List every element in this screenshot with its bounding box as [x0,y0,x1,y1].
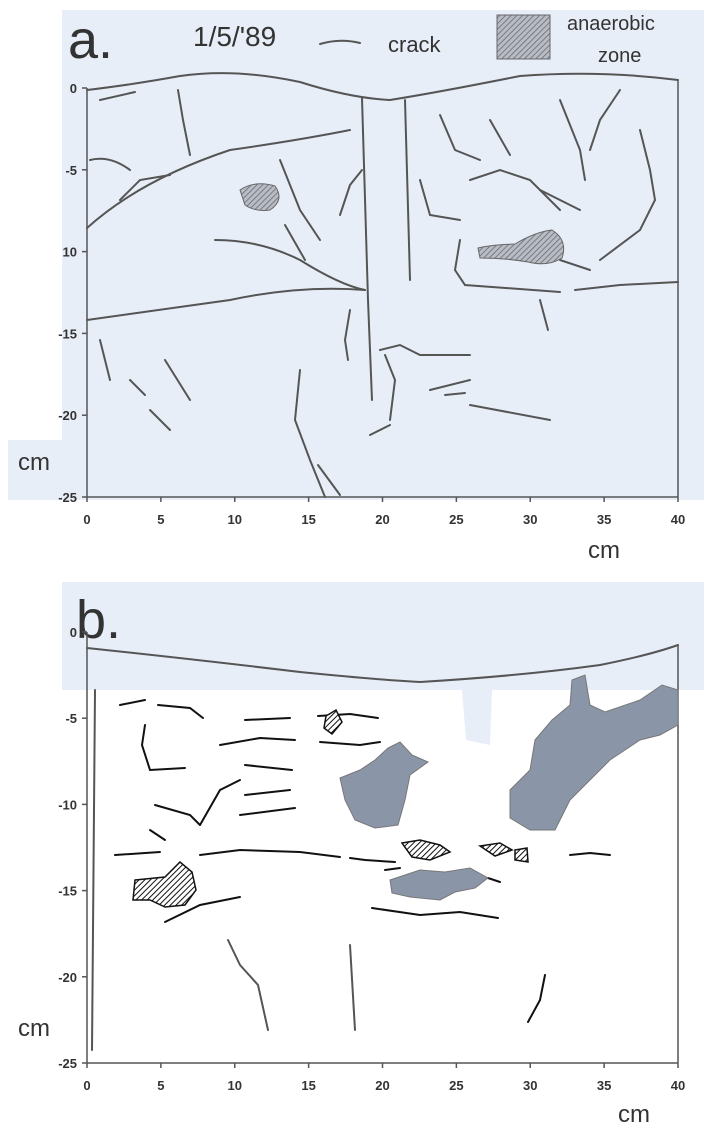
x-tick-label: 10 [228,512,242,527]
crack [120,700,145,705]
crack [245,790,290,795]
y-tick-label: -5 [65,711,77,726]
x-tick-label: 30 [523,512,537,527]
panel-background [452,690,492,745]
legend-zone-symbol [497,15,550,59]
crack [142,725,185,770]
crack [200,780,240,825]
y-tick-label: -5 [65,163,77,178]
y-tick-label: -20 [58,408,77,423]
crack [385,868,400,870]
legend-label: zone [598,45,641,67]
anaerobic-zone [402,840,450,860]
x-tick-label: 0 [83,512,90,527]
anaerobic-zone [340,742,428,828]
x-tick-label: 20 [375,1078,389,1093]
y-tick-label: -25 [58,490,77,505]
y-tick-label: 10 [63,245,77,260]
crack [220,738,295,745]
anaerobic-zone [133,862,196,907]
y-tick-label: 0 [70,625,77,640]
x-tick-label: 25 [449,512,463,527]
crack [150,830,165,840]
crack [200,850,340,857]
crack [92,690,95,1050]
x-tick-label: 35 [597,1078,611,1093]
date: 1/5/'89 [193,21,276,52]
crack [528,975,545,1022]
anaerobic-zone [515,848,528,862]
anaerobic-zone [480,843,512,856]
panel-label: b. [76,590,121,650]
anaerobic-zone [510,675,678,830]
x-tick-label: 25 [449,1078,463,1093]
y-axis-label: cm [18,449,50,476]
legend-label: anaerobic [567,13,655,35]
x-tick-label: 30 [523,1078,537,1093]
x-tick-label: 40 [671,512,685,527]
x-tick-label: 5 [157,512,164,527]
legend-label: crack [388,32,442,57]
crack [488,878,500,882]
x-tick-label: 35 [597,512,611,527]
x-tick-label: 40 [671,1078,685,1093]
crack [115,852,160,855]
x-tick-label: 15 [301,1078,315,1093]
panel-background [62,582,704,690]
x-tick-label: 0 [83,1078,90,1093]
crack [350,858,395,862]
crack [320,742,380,745]
y-tick-label: -10 [58,797,77,812]
x-tick-label: 5 [157,1078,164,1093]
crack [350,945,355,1030]
figure: a. 1/5/'89 crack anaerobic zone cm cm b. [0,0,704,1129]
y-tick-label: -25 [58,1056,77,1071]
y-tick-label: -20 [58,970,77,985]
crack [240,808,295,815]
crack [228,940,268,1030]
y-tick-label: -15 [58,326,77,341]
x-tick-label: 15 [301,512,315,527]
crack [155,805,200,825]
crack [245,765,292,770]
y-tick-label: 0 [70,81,77,96]
crack [158,705,203,718]
anaerobic-zone [390,868,488,900]
anaerobic-zone [324,710,342,734]
x-tick-label: 20 [375,512,389,527]
crack [570,853,610,855]
crack [372,908,498,918]
x-axis-label: cm [588,537,620,564]
crack [245,718,290,720]
y-tick-label: -15 [58,884,77,899]
x-tick-label: 10 [228,1078,242,1093]
panel-label: a. [68,10,113,70]
y-axis-label: cm [18,1015,50,1042]
x-axis-label: cm [618,1101,650,1128]
